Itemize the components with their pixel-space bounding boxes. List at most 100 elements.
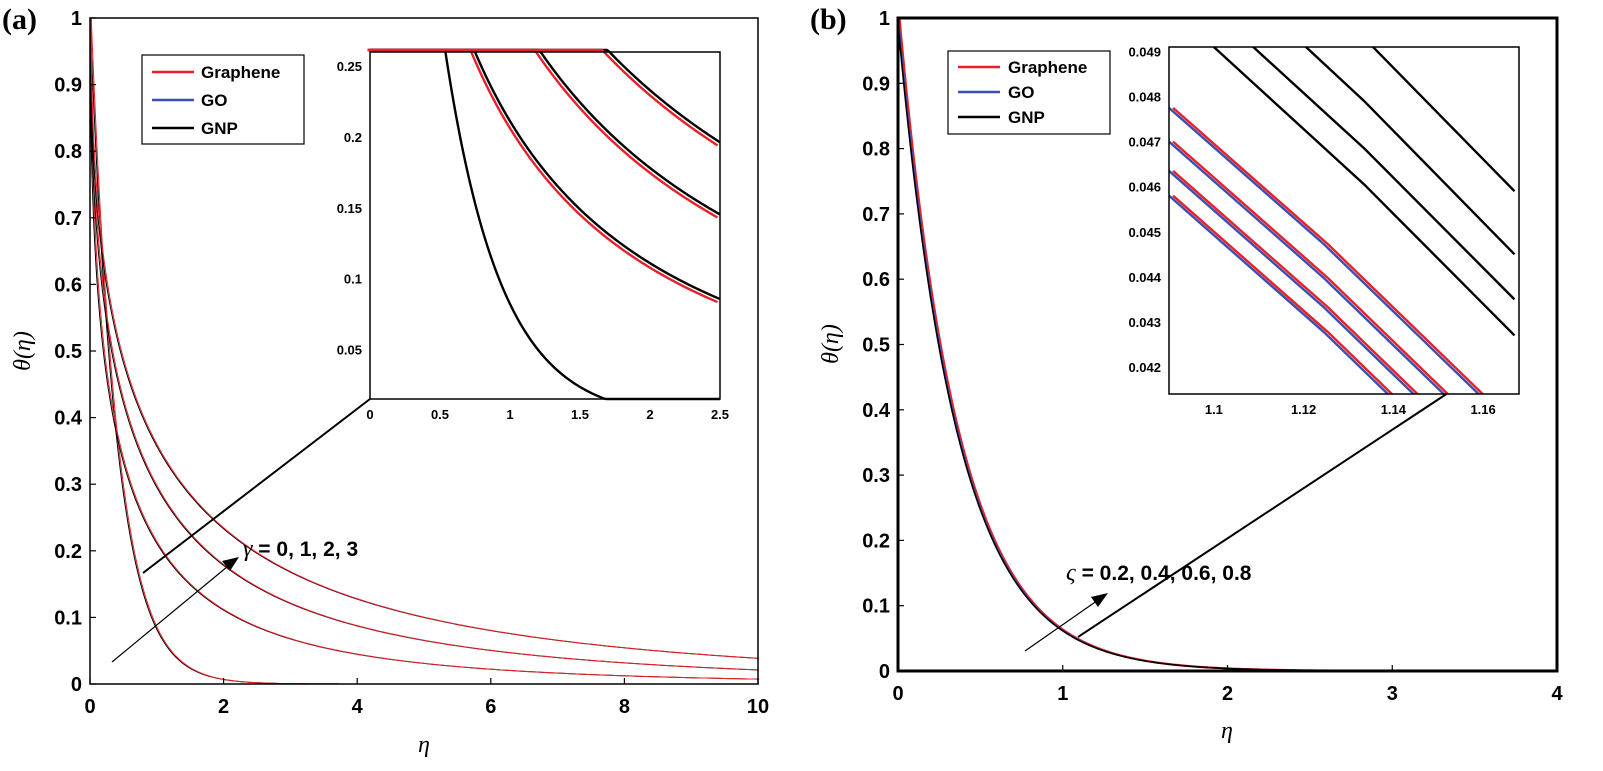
panel-b-inset-y-tick-label: 0.047 — [1128, 135, 1161, 150]
panel-a-x-tick-labels: 0 2 4 6 8 10 — [84, 696, 769, 718]
panel-b-inset-curve-go-1 — [1169, 140, 1446, 394]
panel-b-inset-y-tick-labels: 0.042 0.043 0.044 0.045 0.046 0.047 0.048 0.049 — [1128, 45, 1161, 375]
panel-b-inset-y-tick-label: 0.044 — [1128, 270, 1161, 285]
panel-a-x-tick-label: 8 — [619, 696, 630, 718]
panel-a-curve-graphene-1 — [90, 17, 760, 680]
panel-b-inset-x-tick-labels: 1.1 1.12 1.14 1.16 — [1205, 402, 1496, 417]
panel-a-inset-curve-graphene-3 — [367, 48, 719, 147]
panel-a-y-tick-label: 0.6 — [54, 274, 82, 296]
panel-a-inset-y-tick-label: 0.25 — [337, 59, 362, 74]
panel-a-legend-gnp: GNP — [201, 119, 238, 138]
panel-a-inset-x-tick-label: 2 — [646, 407, 653, 422]
panel-b-annotation-symbol: ς — [1066, 560, 1076, 586]
panel-a-y-tick-label: 0.3 — [54, 474, 82, 496]
panel-b-legend-gnp: GNP — [1008, 108, 1045, 127]
panel-a-annotation-arrow — [111, 561, 234, 663]
panel-a-legend-go: GO — [201, 91, 227, 110]
panel-b-x-axis-label: η — [1221, 718, 1233, 744]
panel-a-y-tick-label: 1 — [71, 8, 82, 30]
panel-a-x-tick-label: 4 — [352, 696, 364, 718]
panel-a-y-tick-labels: 0 0.1 0.2 0.3 0.4 0.5 0.6 0.7 0.8 0.9 1 — [54, 8, 83, 696]
panel-b-inset-y-tick-label: 0.045 — [1128, 225, 1161, 240]
panel-b-y-tick-label: 0.8 — [862, 139, 890, 161]
panel-a-inset: 0.05 0.1 0.15 0.2 0.25 0 0.5 1 1.5 2 2.5 — [337, 48, 729, 422]
panel-a-x-tick-label: 10 — [747, 696, 769, 718]
panel-a-curve-graphene-3 — [90, 17, 760, 659]
panel-a-inset-y-tick-label: 0.2 — [344, 130, 362, 145]
panel-b-inset-curve-gnp-3 — [1371, 47, 1516, 193]
panel-b-inset-curves — [1169, 47, 1516, 394]
panel-b-inset-y-tick-label: 0.048 — [1128, 90, 1161, 105]
panel-a-inset-box — [369, 51, 721, 400]
panel-b-inset-curve-graphene-3 — [1172, 194, 1394, 394]
panel-b-inset-curve-graphene-1 — [1172, 140, 1450, 394]
panel-b-y-tick-label: 0.5 — [862, 335, 890, 357]
panel-a-y-tick-label: 0.2 — [54, 541, 82, 563]
panel-a-y-tick-label: 0.5 — [54, 341, 82, 363]
panel-b-x-tick-label: 3 — [1387, 683, 1398, 705]
panel-b-y-tick-label: 0.6 — [862, 269, 890, 291]
panel-a-annotation-arrowhead — [222, 557, 239, 571]
panel-b-inset-curve-go-2 — [1169, 170, 1416, 394]
panel-a-inset-y-tick-label: 0.15 — [337, 201, 362, 216]
panel-a-inset-y-tick-labels: 0.05 0.1 0.15 0.2 0.25 — [337, 59, 362, 357]
panel-a-y-tick-label: 0.4 — [54, 408, 83, 430]
panel-b-y-tick-label: 1 — [879, 8, 890, 30]
panel-a-inset-y-tick-label: 0.1 — [344, 272, 362, 287]
panel-a-legend-graphene: Graphene — [201, 63, 280, 82]
panel-a-inset-x-tick-label: 1 — [506, 407, 513, 422]
panel-b-inset-curve-gnp-1 — [1251, 47, 1516, 301]
panel-b-annotation: ς = 0.2, 0.4, 0.6, 0.8 — [1066, 560, 1252, 586]
panel-b-inset-curve-gnp-2 — [1304, 47, 1516, 256]
panel-b-legend-graphene: Graphene — [1008, 58, 1087, 77]
panel-b-inset-curve-gnp-0 — [1213, 47, 1516, 337]
panel-a-inset-y-tick-label: 0.05 — [337, 342, 362, 357]
panel-b-inset-background — [1169, 47, 1519, 394]
panel-a-legend: Graphene GO GNP — [141, 54, 305, 145]
panel-b-inset-x-tick-label: 1.16 — [1470, 402, 1495, 417]
panel-b-inset-curve-go-0 — [1169, 106, 1480, 394]
panel-b-annotation-values: = 0.2, 0.4, 0.6, 0.8 — [1076, 562, 1252, 585]
panel-b-inset-clip-group — [1169, 47, 1516, 394]
panel-b-y-tick-label: 0.2 — [862, 530, 890, 552]
panel-b-inset-x-tick-label: 1.14 — [1381, 402, 1407, 417]
panel-b-inset-x-tick-label: 1.12 — [1291, 402, 1316, 417]
panel-a-x-tick-label: 6 — [485, 696, 496, 718]
panel-a-curve-graphene-2 — [90, 17, 760, 671]
panel-a-annotation-symbol: γ — [243, 536, 253, 562]
panel-b-annotation-arrowhead — [1091, 593, 1108, 607]
panel-b-x-tick-label: 1 — [1057, 683, 1068, 705]
panel-b-y-tick-label: 0 — [879, 661, 890, 683]
panel-a-y-tick-label: 0.1 — [54, 607, 82, 629]
panel-a-y-tick-label: 0.7 — [54, 208, 82, 230]
panel-a-y-tick-label: 0 — [71, 674, 82, 696]
panel-a-annotation: γ = 0, 1, 2, 3 — [243, 536, 358, 562]
panel-b-inset-box — [1168, 46, 1520, 395]
panel-a-inset-background — [370, 52, 720, 399]
panel-b-inset-pointer-line — [1077, 392, 1449, 638]
panel-b-y-tick-label: 0.7 — [862, 204, 890, 226]
panel-a-label: (a) — [2, 3, 37, 36]
panel-b-inset-curve-graphene-2 — [1172, 170, 1420, 394]
panel-a-inset-x-tick-label: 0.5 — [431, 407, 449, 422]
panel-a-inset-x-tick-label: 0 — [366, 407, 373, 422]
panel-b-inset-y-tick-label: 0.046 — [1128, 180, 1161, 195]
panel-b-legend: Graphene GO GNP — [947, 50, 1111, 135]
panel-a-inset-pointer-line — [142, 398, 371, 574]
panel-a-inset-curves — [367, 48, 721, 401]
panel-b-x-tick-label: 2 — [1222, 683, 1233, 705]
panel-a-annotation-values: = 0, 1, 2, 3 — [252, 538, 358, 561]
panel-b-inset-curve-go-3 — [1169, 194, 1390, 394]
panel-b-inset-x-tick-label: 1.1 — [1205, 402, 1223, 417]
panel-b-x-tick-label: 4 — [1551, 683, 1563, 705]
panel-a-y-axis-label: θ(η) — [10, 331, 36, 371]
panel-b-inset-curve-graphene-0 — [1172, 106, 1484, 394]
panel-b-y-tick-label: 0.4 — [862, 400, 891, 422]
panel-b-annotation-arrow — [1024, 597, 1102, 652]
panel-b-y-tick-labels: 0 0.1 0.2 0.3 0.4 0.5 0.6 0.7 0.8 0.9 1 — [862, 8, 891, 683]
panel-b-y-tick-label: 0.3 — [862, 465, 890, 487]
panel-b-label: (b) — [810, 3, 847, 36]
panel-b-y-tick-label: 0.1 — [862, 596, 890, 618]
